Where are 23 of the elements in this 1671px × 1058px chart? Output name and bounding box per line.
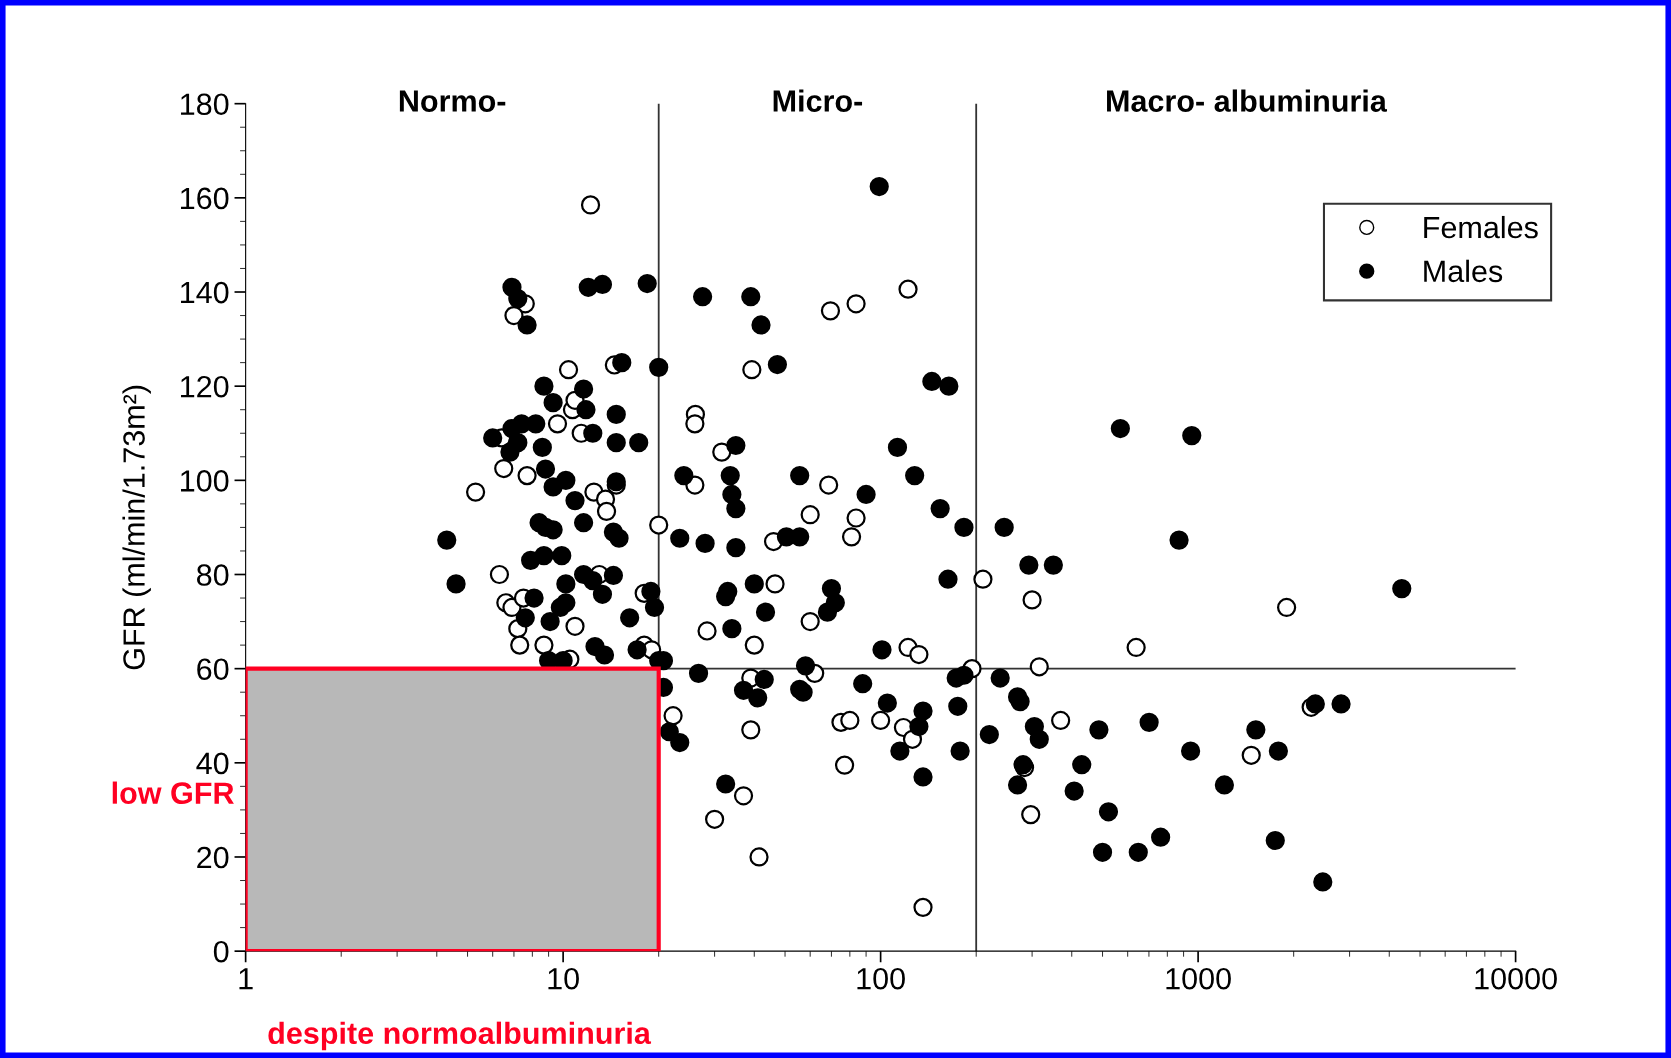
text: despite normoalbuminuria (268, 1021, 652, 1051)
x-tick-label: 10000 (1475, 967, 1557, 990)
text: low GFR (112, 781, 234, 804)
y-tick-label: 40 (196, 752, 229, 775)
y-tick-label: 80 (197, 564, 229, 586)
annotation: Micro- (773, 89, 863, 112)
y-tick-label: 160 (181, 187, 229, 210)
y-axis-title: GFR (ml/min/1.73m²) (122, 385, 151, 670)
y-tick-label: 120 (181, 375, 229, 398)
y-tick-label: 0 (213, 940, 229, 963)
x-tick-label: 100 (857, 967, 905, 990)
legend-label: Males (1424, 259, 1503, 283)
y-tick-label: 20 (197, 846, 229, 869)
y-tick-label: 140 (181, 281, 229, 304)
x-tick-label: 1 (239, 968, 253, 990)
annotation: Normo- (399, 90, 506, 112)
y-tick-label: 180 (181, 93, 229, 116)
x-tick-label: 1000 (1166, 967, 1231, 990)
x-tick-label: 10 (548, 967, 579, 990)
y-tick-label: 60 (197, 658, 229, 681)
annotation: Macro- albuminuria (1107, 89, 1388, 112)
legend-label: Females (1424, 215, 1538, 239)
y-tick-label: 100 (181, 470, 229, 492)
